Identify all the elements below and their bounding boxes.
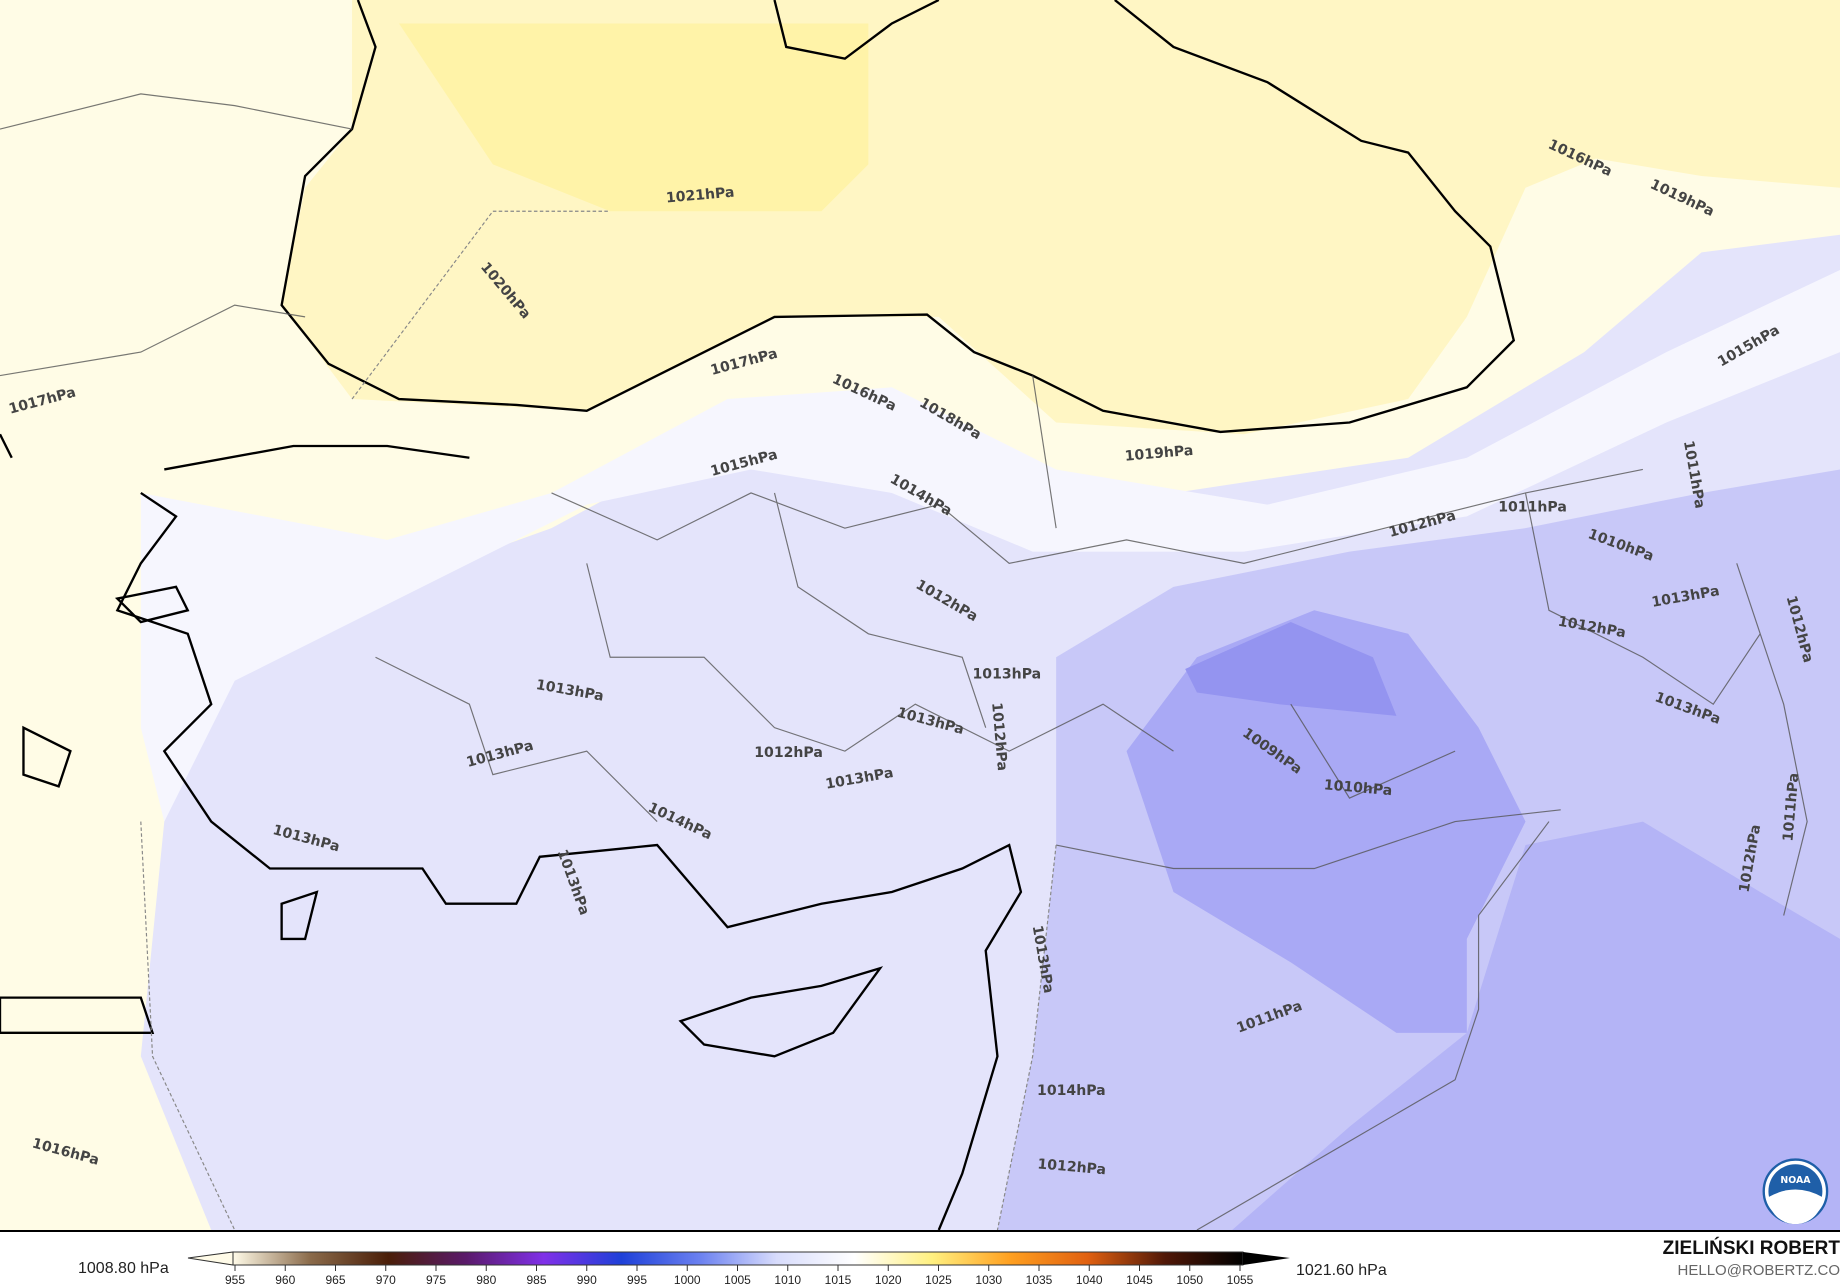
colorbar-tick-label: 955 bbox=[225, 1273, 245, 1287]
author-email: HELLO@ROBERTZ.CO bbox=[1677, 1262, 1840, 1279]
colorbar-tick-label: 965 bbox=[325, 1273, 345, 1287]
contour-label: 1019hPa bbox=[1124, 443, 1194, 465]
colorbar-tick-label: 990 bbox=[577, 1273, 597, 1287]
colorbar-tick-label: 980 bbox=[476, 1273, 496, 1287]
contour-label: 1012hPa bbox=[1037, 1156, 1107, 1178]
contour-label: 1010hPa bbox=[1323, 777, 1393, 799]
cyprus-coast bbox=[678, 966, 884, 1058]
contour-label: 1012hPa bbox=[988, 702, 1010, 772]
colorbar-tick-label: 975 bbox=[426, 1273, 446, 1287]
max-value-label: 1021.60 hPa bbox=[1296, 1262, 1387, 1279]
colorbar-high-arrow bbox=[1243, 1252, 1290, 1265]
colorbar-tick-label: 1010 bbox=[774, 1273, 801, 1287]
contour-label: 1013hPa bbox=[973, 666, 1042, 682]
colorbar-tick-label: 970 bbox=[376, 1273, 396, 1287]
low-pressure-region-southeast bbox=[1232, 821, 1840, 1230]
contour-label: 1011hPa bbox=[1498, 500, 1567, 516]
colorbar bbox=[232, 1251, 1244, 1266]
contour-label: 1011hPa bbox=[1780, 772, 1802, 842]
colorbar-tick-label: 1050 bbox=[1176, 1273, 1203, 1287]
colorbar-low-arrow bbox=[187, 1251, 234, 1266]
colorbar-tick-label: 995 bbox=[627, 1273, 647, 1287]
pressure-maximum-area bbox=[398, 23, 869, 212]
coastlines bbox=[0, 0, 1516, 1230]
colorbar-tick-label: 1025 bbox=[925, 1273, 952, 1287]
contour-label: 1012hPa bbox=[754, 745, 823, 761]
colorbar-tick-label: 1055 bbox=[1227, 1273, 1254, 1287]
colorbar-tick-label: 1015 bbox=[825, 1273, 852, 1287]
neutral-pressure-band bbox=[140, 269, 1840, 822]
admin-borders bbox=[0, 93, 1808, 1230]
noaa-logo: NOAA bbox=[1762, 1158, 1829, 1225]
min-value-label: 1008.80 hPa bbox=[78, 1260, 169, 1277]
low-pressure-core bbox=[1126, 610, 1526, 1033]
svg-text:NOAA: NOAA bbox=[1780, 1175, 1811, 1186]
contour-lines bbox=[140, 210, 1057, 1230]
colorbar-tick-label: 1030 bbox=[975, 1273, 1002, 1287]
contour-label: 1021hPa bbox=[665, 185, 735, 207]
author-name: ZIELIŃSKI ROBERT bbox=[1662, 1238, 1840, 1259]
colorbar-tick-label: 1000 bbox=[674, 1273, 701, 1287]
author-credit: ZIELIŃSKI ROBERT HELLO@ROBERTZ.CO bbox=[1663, 1238, 1840, 1279]
contour-label: 1014hPa bbox=[1037, 1083, 1106, 1099]
colorbar-tick-label: 960 bbox=[275, 1273, 295, 1287]
colorbar-tick-label: 1020 bbox=[875, 1273, 902, 1287]
colorbar-tick-label: 1045 bbox=[1126, 1273, 1153, 1287]
colorbar-tick-label: 1035 bbox=[1026, 1273, 1053, 1287]
colorbar-tick-label: 985 bbox=[526, 1273, 546, 1287]
pressure-minimum-area bbox=[1185, 622, 1397, 716]
colorbar-tick-label: 1005 bbox=[724, 1273, 751, 1287]
colorbar-legend: 955 960 965 970 975 980 985 990 995 1000 1005 1010 1… bbox=[187, 1251, 1290, 1287]
pressure-map: 1021hPa1020hPa1017hPa1017hPa1016hPa1018h… bbox=[0, 0, 1840, 1232]
colorbar-tick-label: 1040 bbox=[1076, 1273, 1103, 1287]
